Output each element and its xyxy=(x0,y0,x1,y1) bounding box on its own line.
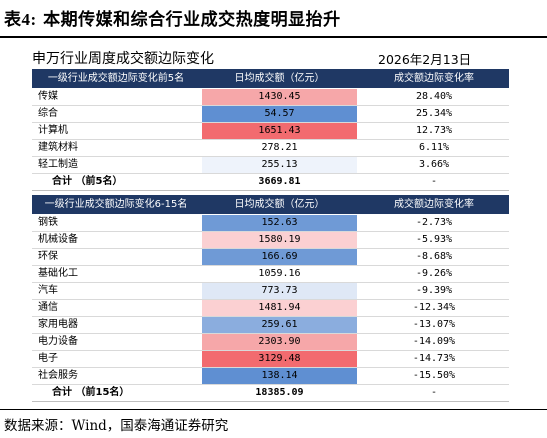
industry-name: 机械设备 xyxy=(38,234,78,245)
industry-name: 钢铁 xyxy=(38,217,58,228)
daily-turnover-cell: 152.63 xyxy=(202,215,357,231)
total-rate: - xyxy=(430,387,438,398)
total-row: 合计 （前15名） 18385.09 - xyxy=(32,385,509,402)
industry-name: 传媒 xyxy=(38,91,58,102)
caption-label: 表4: xyxy=(4,10,37,29)
source-note: 数据来源：Wind，国泰海通证券研究 xyxy=(4,418,229,434)
daily-turnover-cell: 138.14 xyxy=(202,368,357,384)
caption-rule xyxy=(0,36,547,38)
industry-name: 基础化工 xyxy=(38,268,78,279)
daily-turnover-cell: 1481.94 xyxy=(202,300,357,316)
industry-name: 电力设备 xyxy=(38,336,78,347)
table-title: 申万行业周度成交额边际变化 xyxy=(32,51,214,67)
table-row: 基础化工 1059.16 -9.26% xyxy=(32,266,509,283)
change-rate-cell: -14.09% xyxy=(412,336,456,347)
table-row: 电力设备 2303.90 -14.09% xyxy=(32,334,509,351)
table-row: 汽车 773.73 -9.39% xyxy=(32,283,509,300)
daily-turnover-cell: 259.61 xyxy=(202,317,357,333)
daily-turnover-cell: 278.21 xyxy=(202,140,357,156)
change-rate-cell: -9.26% xyxy=(415,268,453,279)
table-row: 电子 3129.48 -14.73% xyxy=(32,351,509,368)
daily-turnover-cell: 2303.90 xyxy=(202,334,357,350)
table-row: 综合 54.57 25.34% xyxy=(32,106,509,123)
total-label: 合计 （前15名） xyxy=(52,387,130,398)
daily-turnover-cell: 3129.48 xyxy=(202,351,357,367)
table-row: 传媒 1430.45 28.40% xyxy=(32,89,509,106)
caption-text: 本期传媒和综合行业成交热度明显抬升 xyxy=(43,10,341,30)
change-rate-cell: -13.07% xyxy=(412,319,456,330)
daily-turnover-cell: 1651.43 xyxy=(202,123,357,139)
daily-turnover-cell: 773.73 xyxy=(202,283,357,299)
source-rule xyxy=(0,409,547,410)
total-amount: 18385.09 xyxy=(255,387,304,398)
industry-name: 计算机 xyxy=(38,125,68,136)
table-row: 轻工制造 255.13 3.66% xyxy=(32,157,509,174)
change-rate-cell: -14.73% xyxy=(412,353,456,364)
daily-turnover-cell: 1430.45 xyxy=(202,89,357,105)
table-row: 建筑材料 278.21 6.11% xyxy=(32,140,509,157)
table-row: 通信 1481.94 -12.34% xyxy=(32,300,509,317)
change-rate-cell: -2.73% xyxy=(415,217,453,228)
industry-name: 轻工制造 xyxy=(38,159,78,170)
industry-name: 社会服务 xyxy=(38,370,78,381)
change-rate-cell: -9.39% xyxy=(415,285,453,296)
total-row: 合计 （前5名） 3669.81 - xyxy=(32,174,509,191)
daily-turnover-cell: 54.57 xyxy=(202,106,357,122)
header-cell: 日均成交额（亿元） xyxy=(234,73,325,84)
change-rate-cell: -15.50% xyxy=(412,370,456,381)
change-rate-cell: -12.34% xyxy=(412,302,456,313)
header-cell: 一级行业成交额边际变化6-15名 xyxy=(44,199,188,210)
change-rate-cell: 28.40% xyxy=(415,91,453,102)
header-cell: 成交额边际变化率 xyxy=(394,73,474,84)
change-rate-cell: 25.34% xyxy=(415,108,453,119)
total-amount: 3669.81 xyxy=(258,176,301,187)
header-cell: 日均成交额（亿元） xyxy=(234,199,325,210)
table-date: 2026年2月13日 xyxy=(378,52,472,67)
total-rate: - xyxy=(430,176,438,187)
industry-name: 环保 xyxy=(38,251,58,262)
table-title-row: 申万行业周度成交额边际变化 2026年2月13日 xyxy=(32,47,509,67)
change-rate-cell: 3.66% xyxy=(418,159,450,170)
table-row: 计算机 1651.43 12.73% xyxy=(32,123,509,140)
industry-name: 汽车 xyxy=(38,285,58,296)
industry-name: 综合 xyxy=(38,108,58,119)
change-rate-cell: -5.93% xyxy=(415,234,453,245)
header-cell: 一级行业成交额边际变化前5名 xyxy=(47,73,185,84)
daily-turnover-cell: 255.13 xyxy=(202,157,357,173)
table-row: 钢铁 152.63 -2.73% xyxy=(32,215,509,232)
section-header-1: 一级行业成交额边际变化前5名 日均成交额（亿元） 成交额边际变化率 xyxy=(32,69,509,88)
daily-turnover-cell: 1580.19 xyxy=(202,232,357,248)
table-row: 社会服务 138.14 -15.50% xyxy=(32,368,509,385)
industry-name: 通信 xyxy=(38,302,58,313)
turnover-table: 申万行业周度成交额边际变化 2026年2月13日 一级行业成交额边际变化前5名日… xyxy=(32,47,509,409)
table-row: 机械设备 1580.19 -5.93% xyxy=(32,232,509,249)
table-row: 家用电器 259.61 -13.07% xyxy=(32,317,509,334)
industry-name: 建筑材料 xyxy=(38,142,78,153)
change-rate-cell: 6.11% xyxy=(418,142,450,153)
industry-name: 家用电器 xyxy=(38,319,78,330)
header-cell: 成交额边际变化率 xyxy=(394,199,474,210)
daily-turnover-cell: 166.69 xyxy=(202,249,357,265)
table-row: 环保 166.69 -8.68% xyxy=(32,249,509,266)
change-rate-cell: 12.73% xyxy=(415,125,453,136)
change-rate-cell: -8.68% xyxy=(415,251,453,262)
section-header-2: 一级行业成交额边际变化6-15名 日均成交额（亿元） 成交额边际变化率 xyxy=(32,195,509,214)
table-caption: 表4: 本期传媒和综合行业成交热度明显抬升 xyxy=(4,5,341,31)
daily-turnover-cell: 1059.16 xyxy=(202,266,357,282)
industry-name: 电子 xyxy=(38,353,58,364)
total-label: 合计 （前5名） xyxy=(52,176,123,187)
